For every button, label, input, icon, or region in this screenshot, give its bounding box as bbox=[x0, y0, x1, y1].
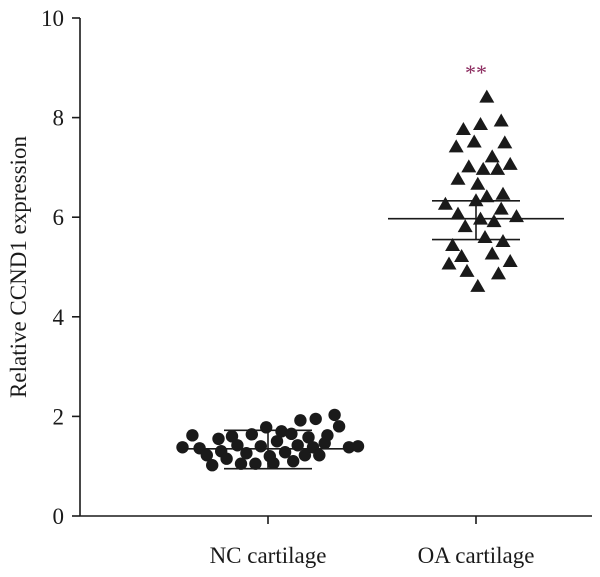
data-point bbox=[466, 134, 482, 148]
data-point bbox=[249, 457, 262, 470]
axes: 0 2 4 6 8 10 NC cartilage OA cartilage bbox=[41, 6, 592, 568]
data-point bbox=[468, 193, 484, 207]
mean-sd-bars bbox=[180, 199, 564, 470]
data-point bbox=[441, 256, 457, 270]
data-point bbox=[287, 455, 300, 468]
data-point bbox=[473, 117, 488, 131]
data-point bbox=[342, 441, 356, 454]
data-point bbox=[455, 121, 471, 135]
series-1 bbox=[437, 89, 524, 292]
y-axis-title: Relative CCND1 expression bbox=[6, 136, 31, 398]
data-point bbox=[457, 219, 473, 233]
y-axis-ticks: 0 2 4 6 8 10 bbox=[41, 6, 80, 529]
data-point bbox=[294, 414, 307, 427]
data-point bbox=[321, 429, 334, 442]
data-point bbox=[450, 206, 466, 220]
significance-label: ** bbox=[465, 60, 487, 85]
data-point bbox=[176, 441, 189, 454]
x-tick-label: NC cartilage bbox=[210, 543, 327, 568]
data-point bbox=[206, 459, 219, 472]
data-point bbox=[493, 113, 509, 127]
data-point bbox=[461, 159, 477, 173]
data-point bbox=[502, 253, 518, 267]
data-point bbox=[240, 447, 253, 460]
data-point bbox=[313, 449, 326, 462]
data-point bbox=[484, 149, 500, 163]
data-point bbox=[267, 457, 280, 470]
data-point bbox=[186, 429, 199, 442]
data-point bbox=[450, 171, 466, 185]
data-point bbox=[270, 435, 284, 448]
data-point bbox=[491, 266, 506, 280]
data-point bbox=[225, 430, 239, 443]
data-point bbox=[332, 420, 346, 433]
data-point bbox=[437, 196, 453, 210]
data-point bbox=[245, 428, 258, 441]
y-tick-label: 10 bbox=[41, 6, 64, 31]
x-axis-ticks: NC cartilage OA cartilage bbox=[210, 516, 535, 568]
y-tick-label: 0 bbox=[53, 504, 65, 529]
data-point bbox=[470, 278, 486, 292]
data-point bbox=[200, 449, 213, 462]
data-point bbox=[291, 439, 304, 452]
data-point bbox=[254, 440, 267, 453]
data-point bbox=[351, 440, 365, 453]
y-tick-label: 2 bbox=[53, 404, 65, 429]
data-point bbox=[497, 135, 513, 149]
data-point bbox=[486, 214, 502, 228]
data-point bbox=[475, 161, 491, 175]
data-point bbox=[493, 201, 509, 215]
series-0 bbox=[176, 408, 365, 472]
data-point bbox=[275, 425, 288, 438]
data-point bbox=[234, 457, 248, 470]
data-point bbox=[328, 408, 341, 422]
data-point bbox=[212, 432, 225, 446]
data-point bbox=[509, 209, 524, 223]
y-tick-label: 8 bbox=[53, 106, 65, 131]
data-points bbox=[176, 89, 524, 472]
data-point bbox=[495, 186, 511, 200]
data-point bbox=[302, 431, 315, 444]
data-point bbox=[484, 246, 500, 260]
data-point bbox=[454, 248, 470, 262]
data-point bbox=[445, 238, 461, 252]
y-tick-label: 4 bbox=[53, 305, 65, 330]
data-point bbox=[479, 89, 495, 103]
y-tick-label: 6 bbox=[53, 205, 65, 230]
data-point bbox=[479, 189, 495, 203]
data-point bbox=[459, 263, 475, 277]
data-point bbox=[495, 234, 511, 248]
data-point bbox=[260, 421, 273, 434]
data-point bbox=[448, 139, 464, 153]
data-point bbox=[220, 452, 233, 465]
data-point bbox=[285, 427, 298, 441]
data-point bbox=[477, 230, 493, 244]
data-point bbox=[502, 156, 518, 170]
data-point bbox=[470, 176, 486, 190]
x-tick-label: OA cartilage bbox=[418, 543, 535, 568]
data-point bbox=[490, 161, 506, 175]
data-point bbox=[309, 412, 322, 426]
data-point bbox=[298, 449, 312, 462]
